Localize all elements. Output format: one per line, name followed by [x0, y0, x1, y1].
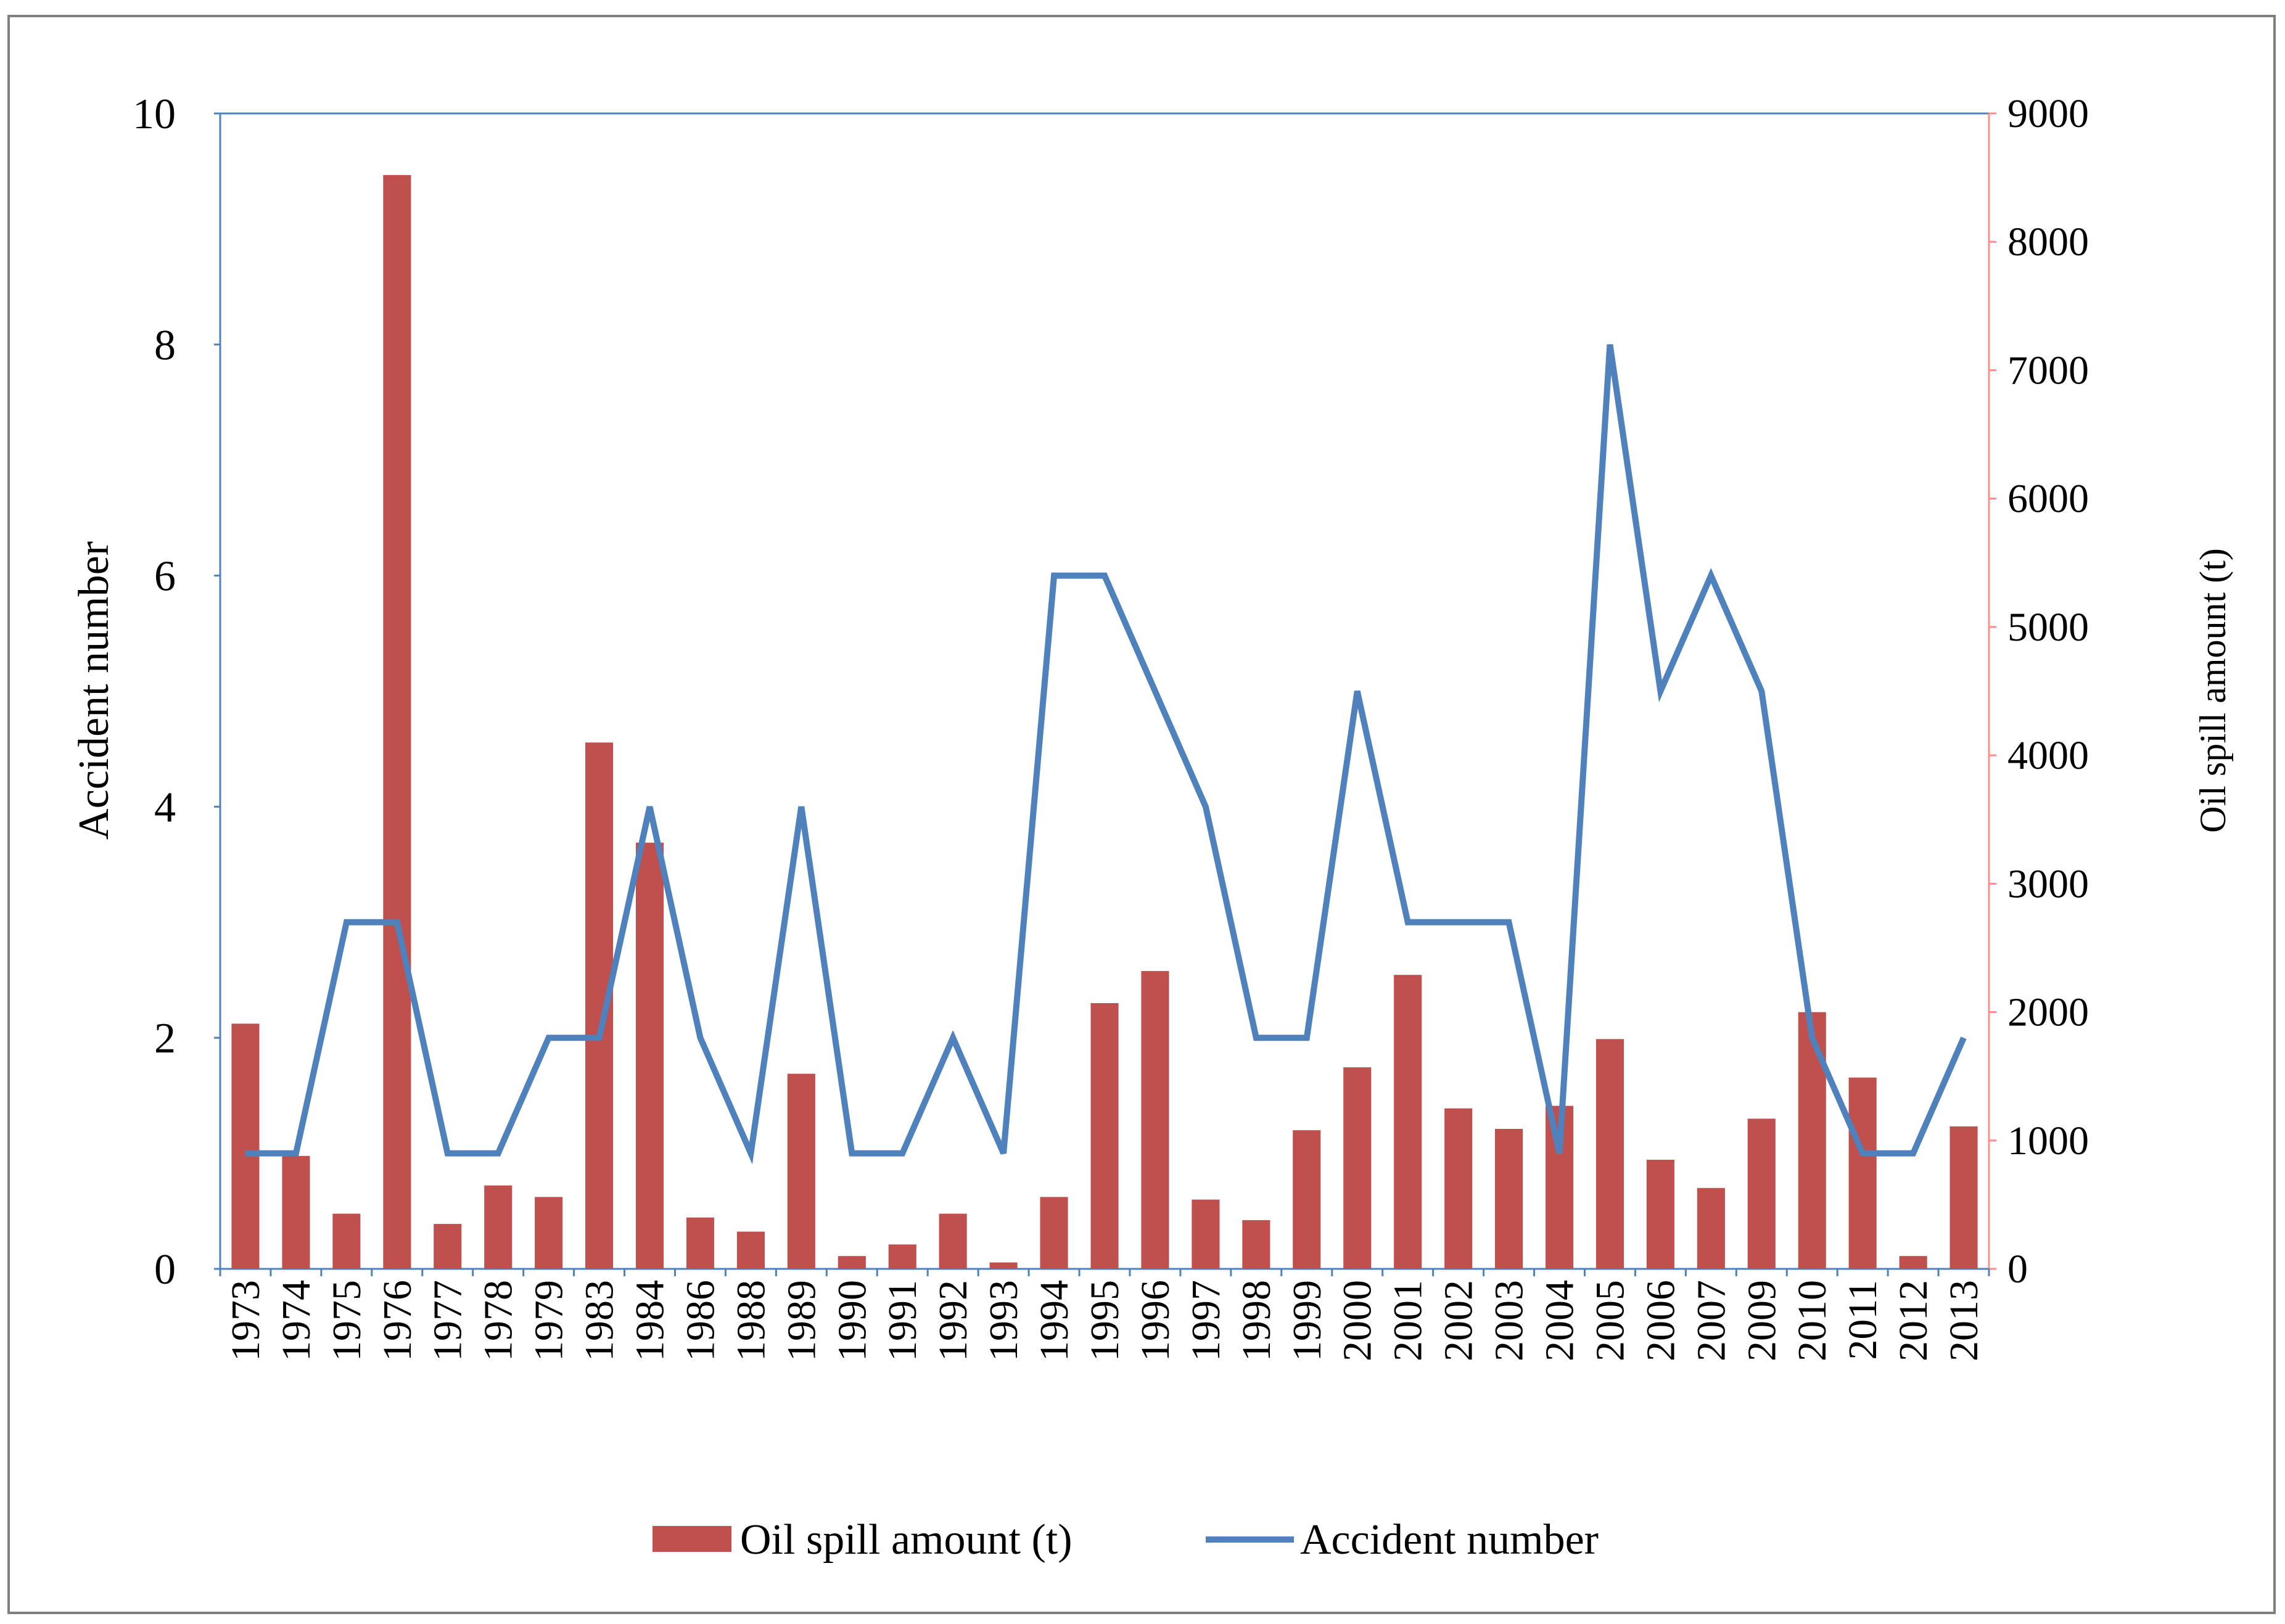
legend-swatch-oil-spill	[653, 1526, 731, 1552]
chart-frame	[7, 15, 2276, 1614]
x-tick-label-1983: 1983	[577, 1280, 622, 1361]
bar-oil-spill-2001	[1394, 975, 1422, 1269]
right-tick-label: 6000	[2007, 477, 2089, 522]
x-tick-label-1995: 1995	[1082, 1280, 1127, 1361]
x-tick-label-1978: 1978	[476, 1280, 521, 1361]
x-tick-label-2012: 2012	[1891, 1280, 1936, 1361]
bar-oil-spill-1979	[535, 1197, 563, 1269]
bar-oil-spill-2000	[1343, 1067, 1372, 1269]
x-tick-label-1973: 1973	[223, 1280, 268, 1361]
x-tick-label-1984: 1984	[628, 1280, 673, 1361]
left-tick-label: 0	[154, 1246, 176, 1294]
bar-oil-spill-2009	[1747, 1118, 1776, 1269]
right-tick-label: 5000	[2007, 605, 2089, 650]
bar-oil-spill-2007	[1697, 1187, 1725, 1269]
x-tick-label-2010: 2010	[1790, 1280, 1835, 1361]
right-tick-label: 2000	[2007, 990, 2089, 1035]
right-tick-label: 9000	[2007, 91, 2089, 136]
x-tick-label-2009: 2009	[1739, 1280, 1784, 1361]
left-axis-ticks: 0 2 4 6 8 10	[133, 91, 220, 1294]
x-tick-label-1997: 1997	[1184, 1280, 1229, 1361]
bar-oil-spill-1973	[231, 1023, 260, 1269]
x-tick-label-1979: 1979	[527, 1280, 572, 1361]
right-tick-label: 0	[2007, 1247, 2028, 1292]
x-tick-label-1977: 1977	[426, 1280, 471, 1361]
x-tick-label-2001: 2001	[1386, 1280, 1431, 1361]
x-axis-ticks: 1973 1974 1975 1976 1977 1978 1979 1983 1984 1986…	[219, 1269, 1990, 1361]
bar-oil-spill-1990	[838, 1256, 866, 1269]
line-series-accident-number	[245, 344, 1967, 1165]
bar-oil-spill-2011	[1848, 1077, 1877, 1269]
x-tick-label-2013: 2013	[1941, 1280, 1987, 1361]
bar-series-oil-spill	[231, 174, 1978, 1269]
bar-oil-spill-1996	[1141, 970, 1169, 1269]
right-tick-label: 7000	[2007, 348, 2089, 393]
bar-oil-spill-1998	[1242, 1220, 1270, 1269]
x-tick-label-1990: 1990	[830, 1280, 875, 1361]
bar-oil-spill-1989	[787, 1073, 815, 1269]
bar-oil-spill-1974	[282, 1155, 310, 1269]
x-tick-label-2005: 2005	[1587, 1280, 1632, 1361]
bar-oil-spill-1991	[888, 1244, 916, 1269]
x-tick-label-2007: 2007	[1689, 1280, 1734, 1361]
right-tick-label: 3000	[2007, 861, 2089, 906]
x-tick-label-1991: 1991	[880, 1280, 925, 1361]
bar-oil-spill-1978	[484, 1185, 513, 1269]
x-tick-label-1993: 1993	[981, 1280, 1026, 1361]
x-tick-label-1988: 1988	[728, 1280, 773, 1361]
bar-oil-spill-1995	[1090, 1003, 1119, 1269]
bar-oil-spill-1984	[636, 842, 664, 1269]
bar-oil-spill-1993	[989, 1262, 1018, 1269]
x-tick-label-2003: 2003	[1487, 1280, 1532, 1361]
left-tick-label: 2	[154, 1015, 176, 1062]
x-tick-label-1999: 1999	[1285, 1280, 1330, 1361]
right-axis-ticks: 0 1000 2000 3000 4000 5000 6000 7000 8000 9000	[1989, 91, 2089, 1292]
bar-oil-spill-1975	[332, 1213, 361, 1269]
bar-oil-spill-2002	[1444, 1108, 1473, 1269]
x-tick-label-1989: 1989	[779, 1280, 824, 1361]
left-axis-label: Accident number	[70, 541, 118, 840]
x-tick-label-2000: 2000	[1335, 1280, 1380, 1361]
left-tick-label: 6	[154, 553, 176, 601]
legend-label-accident-number: Accident number	[1300, 1516, 1599, 1564]
bar-oil-spill-1976	[383, 174, 411, 1269]
bar-oil-spill-1977	[434, 1224, 462, 1269]
x-tick-label-1986: 1986	[678, 1280, 723, 1361]
legend-label-oil-spill: Oil spill amount (t)	[740, 1516, 1073, 1564]
bar-oil-spill-2013	[1949, 1126, 1978, 1269]
x-tick-label-1998: 1998	[1234, 1280, 1279, 1361]
bar-oil-spill-2010	[1798, 1012, 1826, 1269]
x-tick-label-1975: 1975	[324, 1280, 369, 1361]
x-tick-label-1974: 1974	[274, 1280, 319, 1361]
x-tick-label-2004: 2004	[1538, 1280, 1583, 1361]
x-tick-label-2006: 2006	[1638, 1280, 1683, 1361]
left-tick-label: 4	[154, 784, 176, 831]
right-tick-label: 1000	[2007, 1118, 2089, 1163]
x-tick-label-1994: 1994	[1032, 1280, 1077, 1361]
x-tick-label-1996: 1996	[1133, 1280, 1178, 1361]
x-tick-label-2002: 2002	[1436, 1280, 1481, 1361]
x-tick-label-2011: 2011	[1840, 1280, 1885, 1360]
left-tick-label: 10	[133, 91, 176, 138]
bar-oil-spill-2003	[1495, 1129, 1523, 1269]
right-tick-label: 8000	[2007, 219, 2089, 265]
bar-oil-spill-1986	[686, 1217, 714, 1269]
bar-oil-spill-1994	[1040, 1197, 1068, 1269]
bar-oil-spill-2005	[1595, 1039, 1624, 1269]
bar-oil-spill-1988	[736, 1231, 765, 1269]
right-axis-label: Oil spill amount (t)	[2192, 548, 2233, 833]
x-tick-label-1992: 1992	[931, 1280, 976, 1361]
bar-oil-spill-2006	[1646, 1160, 1674, 1269]
bar-oil-spill-1992	[939, 1213, 967, 1269]
legend: Oil spill amount (t) Accident number	[653, 1516, 1599, 1564]
bar-oil-spill-2012	[1899, 1256, 1927, 1269]
bar-oil-spill-1997	[1192, 1199, 1220, 1269]
x-tick-label-1976: 1976	[375, 1280, 420, 1361]
bar-oil-spill-1999	[1293, 1130, 1321, 1269]
right-tick-label: 4000	[2007, 733, 2089, 778]
left-tick-label: 8	[154, 322, 176, 369]
